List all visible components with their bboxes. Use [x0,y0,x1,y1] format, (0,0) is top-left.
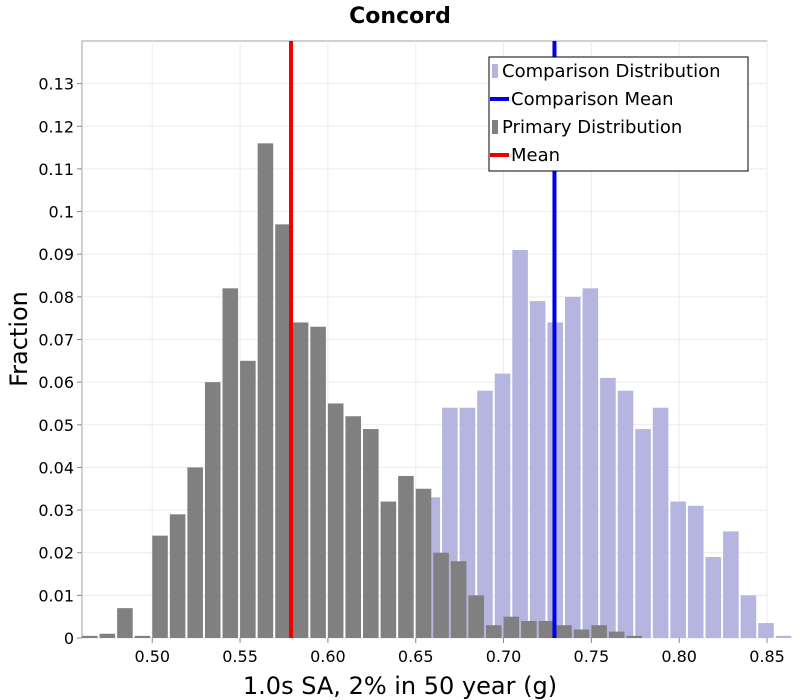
comparison-bar [494,373,511,638]
primary-bar [556,625,572,638]
legend-label: Comparison Distribution [502,61,721,82]
comparison-bar [635,429,651,638]
y-tick-label: 0.01 [38,586,74,605]
comparison-bar [512,249,528,638]
primary-bar [608,631,625,638]
comparison-bar [652,407,669,638]
primary-bar [82,635,98,638]
y-axis-label: Fraction [5,291,33,387]
y-tick-label: 0.08 [38,288,74,307]
x-tick-label: 0.65 [398,647,434,666]
comparison-bar [705,556,722,638]
primary-bar [327,403,344,638]
primary-bar [433,552,449,638]
y-tick-label: 0.12 [38,117,74,136]
y-tick-label: 0 [64,629,74,648]
y-tick-label: 0.11 [38,160,74,179]
y-tick-label: 0.04 [38,458,74,477]
y-tick-label: 0.06 [38,373,74,392]
primary-bar [257,143,274,639]
legend-swatch-bar [492,120,498,134]
x-tick-label: 0.75 [574,647,610,666]
primary-bar [503,616,520,638]
comparison-bar [740,595,757,638]
y-tick-label: 0.09 [38,245,74,264]
primary-bar [398,475,414,638]
primary-bar [626,635,643,638]
primary-bar [521,620,537,638]
comparison-bar [582,288,599,638]
primary-bar [275,224,291,638]
primary-bar [538,620,555,638]
primary-bar [152,535,168,638]
primary-bar [591,625,607,638]
comparison-bar [617,390,634,638]
primary-bar [99,633,116,638]
legend: Comparison Distribution Comparison Mean Pr… [488,56,749,172]
comparison-bar [529,301,546,638]
y-tick-label: 0.07 [38,331,74,350]
comparison-bar [565,296,581,638]
primary-bar [310,326,326,638]
x-tick-label: 0.50 [134,647,170,666]
comparison-bar [723,531,739,638]
comparison-bar [687,505,704,638]
legend-label: Mean [511,145,560,166]
primary-bar [169,514,186,638]
primary-bar [187,467,203,638]
y-tick-label: 0.13 [38,75,74,94]
primary-bar [485,625,502,638]
y-tick-label: 0.1 [49,203,74,222]
primary-bar [292,322,309,638]
primary-bar [204,382,221,638]
legend-box [488,56,749,172]
comparison-bar [600,377,616,638]
primary-bar [345,416,362,638]
x-tick-label: 0.85 [749,647,785,666]
x-tick-label: 0.70 [486,647,522,666]
x-tick-label: 0.60 [310,647,346,666]
x-axis-label: 1.0s SA, 2% in 50 year (g) [243,672,557,700]
y-tick-label: 0.05 [38,416,74,435]
legend-swatch-bar [492,64,498,78]
y-axis-ticks: 0 0.01 0.02 0.03 0.04 0.05 0.06 0.07 0.08 0.09 0.1… [38,75,82,648]
comparison-bar [670,501,686,638]
primary-bar [363,429,379,638]
comparison-bar [477,390,493,638]
chart-title: Concord [349,4,451,29]
primary-bar [415,488,432,638]
histogram-bars [82,143,792,639]
primary-bar [117,608,133,638]
y-tick-label: 0.03 [38,501,74,520]
primary-bar [573,629,590,638]
comparison-bar [775,635,792,638]
primary-bar [450,561,467,638]
primary-bar [222,288,239,638]
comparison-bar [758,623,774,638]
primary-distribution-bars [82,143,643,639]
y-tick-label: 0.02 [38,544,74,563]
primary-bar [468,595,484,638]
x-axis-ticks: 0.50 0.55 0.60 0.65 0.70 0.75 0.80 0.85 [134,638,785,666]
primary-bar [240,360,256,638]
x-tick-label: 0.55 [222,647,258,666]
primary-bar [134,635,151,638]
primary-bar [380,501,397,638]
legend-label: Primary Distribution [502,117,682,138]
x-tick-label: 0.80 [661,647,697,666]
legend-label: Comparison Mean [511,89,674,110]
